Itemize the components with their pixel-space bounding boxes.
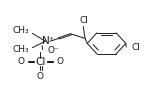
Text: O: O [37, 72, 44, 81]
Text: Cl: Cl [131, 43, 140, 52]
Text: O: O [18, 57, 25, 66]
Text: +: + [48, 36, 54, 41]
Text: O⁻: O⁻ [48, 46, 59, 55]
Text: Cl: Cl [35, 57, 46, 67]
Text: O: O [57, 57, 64, 66]
Text: N: N [41, 36, 49, 46]
Text: CH₃: CH₃ [12, 45, 29, 54]
Text: CH₃: CH₃ [12, 26, 29, 35]
Text: Cl: Cl [79, 16, 88, 25]
